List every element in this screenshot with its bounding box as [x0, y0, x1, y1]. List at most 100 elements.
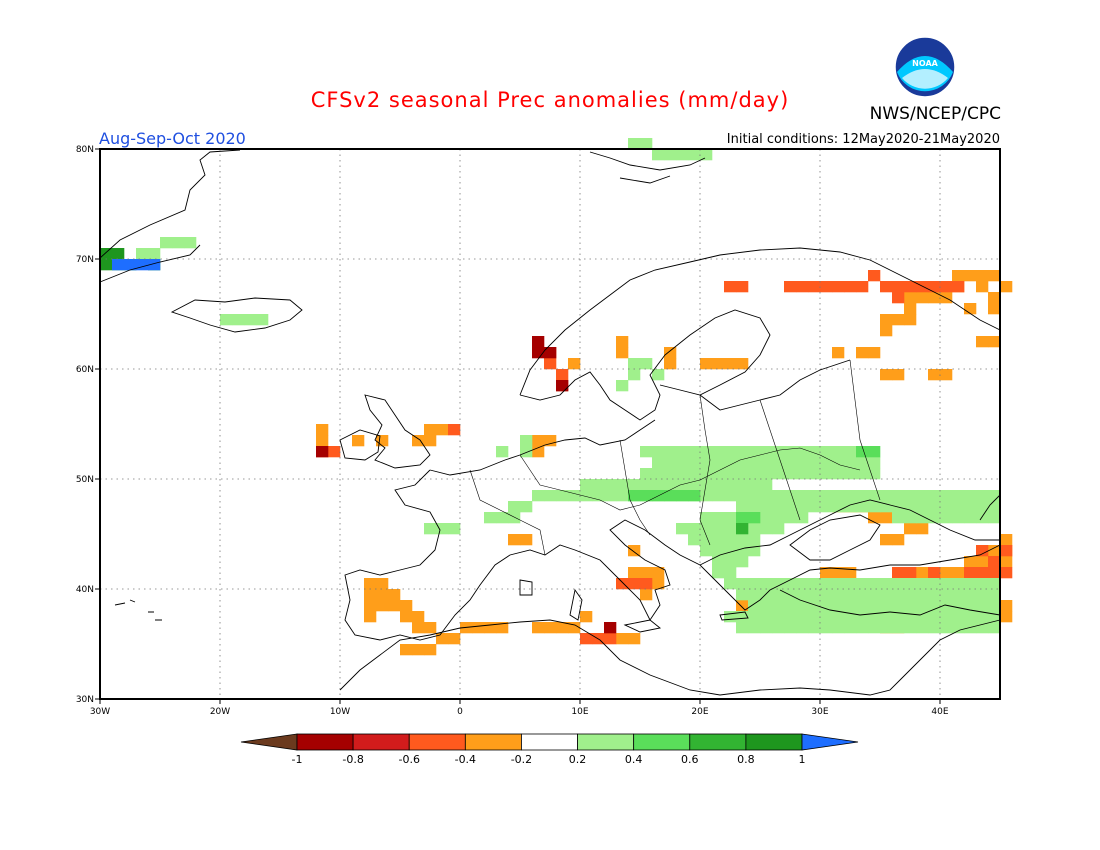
anomaly-cell	[400, 644, 413, 656]
anomaly-cell	[496, 512, 509, 524]
anomaly-cell	[844, 567, 857, 579]
anomaly-cell	[724, 457, 737, 469]
anomaly-cell	[916, 501, 929, 513]
anomaly-cell	[940, 369, 953, 381]
anomaly-cell	[712, 523, 725, 535]
anomaly-cell	[832, 281, 845, 293]
anomaly-cell	[412, 435, 425, 447]
anomaly-cell	[904, 281, 917, 293]
anomaly-cell	[688, 149, 701, 161]
anomaly-cell	[616, 336, 629, 348]
anomaly-cell	[976, 501, 989, 513]
anomaly-cell	[580, 479, 593, 491]
anomaly-cell	[736, 556, 749, 568]
anomaly-cell	[616, 633, 629, 645]
anomaly-cell	[616, 347, 629, 359]
anomaly-cell	[316, 446, 329, 458]
anomaly-cell	[976, 578, 989, 590]
anomaly-cell	[676, 457, 689, 469]
anomaly-cell	[916, 622, 929, 634]
anomaly-cell	[652, 446, 665, 458]
anomaly-cell	[796, 622, 809, 634]
anomaly-cell	[940, 578, 953, 590]
anomaly-cell	[736, 545, 749, 557]
anomaly-cell	[532, 446, 545, 458]
anomaly-cell	[736, 281, 749, 293]
anomaly-cell	[892, 512, 905, 524]
anomaly-cell	[724, 567, 737, 579]
anomaly-cell	[844, 281, 857, 293]
anomaly-cell	[784, 457, 797, 469]
anomaly-cell	[808, 622, 821, 634]
anomaly-cell	[832, 567, 845, 579]
anomaly-cell	[640, 358, 653, 370]
anomaly-cell	[928, 490, 941, 502]
anomaly-cell	[952, 501, 965, 513]
anomaly-cell	[664, 446, 677, 458]
anomaly-cell	[712, 556, 725, 568]
colorbar-segment	[464, 733, 522, 751]
anomaly-cell	[988, 567, 1001, 579]
y-tick-label: 40N	[76, 585, 94, 595]
colorbar-max-arrow	[801, 733, 859, 751]
anomaly-cell	[628, 369, 641, 381]
anomaly-cell	[652, 149, 665, 161]
anomaly-cell	[100, 259, 113, 271]
anomaly-cell	[424, 424, 437, 436]
anomaly-cell	[604, 633, 617, 645]
anomaly-cell	[928, 567, 941, 579]
anomaly-cell	[532, 622, 545, 634]
anomaly-cell	[388, 589, 401, 601]
anomaly-cell	[856, 490, 869, 502]
anomaly-cell	[844, 446, 857, 458]
anomaly-cell	[652, 468, 665, 480]
x-tick-label: 20E	[691, 707, 708, 717]
anomaly-cell	[724, 611, 737, 623]
anomaly-cell	[736, 600, 749, 612]
anomaly-cell	[904, 512, 917, 524]
anomaly-cell	[532, 336, 545, 348]
anomaly-cell	[988, 622, 1001, 634]
anomaly-cell	[880, 534, 893, 546]
anomaly-cell	[688, 534, 701, 546]
anomaly-cell	[640, 138, 653, 150]
anomaly-cell	[400, 611, 413, 623]
anomaly-cell	[832, 468, 845, 480]
anomaly-cell	[916, 512, 929, 524]
anomaly-cell	[892, 567, 905, 579]
anomaly-cell	[808, 611, 821, 623]
anomaly-cell	[904, 622, 917, 634]
anomaly-cell	[808, 457, 821, 469]
anomaly-cell	[664, 468, 677, 480]
anomaly-cell	[760, 501, 773, 513]
anomaly-cell	[736, 589, 749, 601]
anomaly-cell	[964, 589, 977, 601]
anomaly-cell	[724, 545, 737, 557]
anomaly-cell	[736, 611, 749, 623]
anomaly-cell	[592, 479, 605, 491]
colorbar-segment	[745, 733, 803, 751]
anomaly-cell	[808, 589, 821, 601]
anomaly-cell	[712, 358, 725, 370]
anomaly-cell	[784, 611, 797, 623]
anomaly-cell	[1000, 534, 1013, 546]
anomaly-cell	[976, 281, 989, 293]
anomaly-cell	[868, 270, 881, 282]
anomaly-cell	[892, 600, 905, 612]
anomaly-cell	[136, 248, 149, 260]
anomaly-cell	[988, 270, 1001, 282]
anomaly-cell	[976, 512, 989, 524]
colorbar-segment	[689, 733, 747, 751]
anomaly-cell	[832, 622, 845, 634]
anomaly-cell	[964, 303, 977, 315]
anomaly-cell	[736, 578, 749, 590]
anomaly-cell	[832, 457, 845, 469]
colorbar-legend: -1 -0.8 -0.6 -0.4 -0.2 0.2 0.4 0.6 0.8 1	[240, 733, 859, 766]
anomaly-cell	[904, 589, 917, 601]
anomaly-cell	[940, 490, 953, 502]
anomaly-cell	[808, 281, 821, 293]
anomaly-cell	[1000, 556, 1013, 568]
colorbar-label: -1	[292, 753, 303, 766]
anomaly-cell	[868, 512, 881, 524]
anomaly-cell	[856, 589, 869, 601]
